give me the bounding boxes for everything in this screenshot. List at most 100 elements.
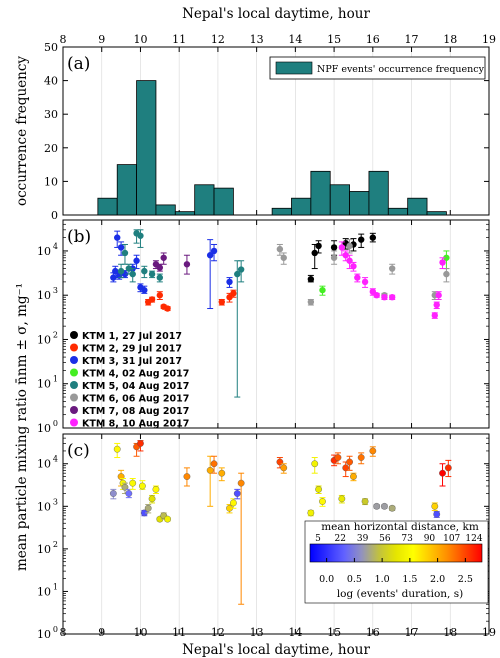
histogram-bar <box>116 164 137 216</box>
data-point-c <box>342 464 350 472</box>
data-point-c <box>152 485 160 493</box>
legend-label-ktm6: KTM 6, 06 Aug 2017 <box>82 394 189 405</box>
data-point-c <box>183 473 191 480</box>
colorbar-bottom-tick: 1.0 <box>375 574 390 585</box>
colorbar-top-tick: 22 <box>335 534 346 544</box>
data-point-c <box>338 495 346 503</box>
data-point-ktm3 <box>206 252 214 259</box>
data-point-c <box>109 490 117 497</box>
x-tick-label-bottom: 14 <box>288 626 302 639</box>
data-point-ktm1 <box>330 244 338 251</box>
panel-label-a: (a) <box>67 54 90 74</box>
legend-marker-ktm4 <box>70 368 78 377</box>
y-tick-label-b: 10 <box>37 289 51 302</box>
x-axis-label-top: Nepal's local daytime, hour <box>182 6 370 22</box>
data-point-ktm3 <box>226 278 233 286</box>
data-point-ktm6 <box>443 270 450 278</box>
data-point-c <box>369 447 377 455</box>
data-point-c <box>280 464 288 472</box>
data-point-c <box>138 482 146 490</box>
y-tick-label-a: 40 <box>44 75 58 88</box>
data-point-c <box>334 454 342 461</box>
data-point-c <box>148 495 156 503</box>
data-point-c <box>350 473 357 480</box>
data-point-ktm2 <box>226 294 233 301</box>
data-point-c <box>381 502 388 510</box>
histogram-bar <box>291 197 312 216</box>
x-tick-label-top: 15 <box>327 33 341 46</box>
x-tick-label-bottom: 15 <box>327 626 341 639</box>
colorbar-bottom-tick: 2.0 <box>430 574 445 585</box>
histogram-bar <box>387 207 409 216</box>
data-point-c <box>144 504 152 512</box>
data-point-c <box>444 464 452 472</box>
data-point-ktm2 <box>148 296 156 303</box>
histogram-bar <box>136 80 157 216</box>
x-tick-label-bottom: 9 <box>98 626 105 639</box>
data-point-ktm6 <box>307 298 315 306</box>
panel-label-b: (b) <box>67 227 91 247</box>
data-point-ktm4 <box>319 286 326 294</box>
data-point-ktm5 <box>141 267 148 275</box>
data-point-c <box>433 510 441 518</box>
histogram-bar <box>407 197 428 216</box>
data-point-ktm8 <box>361 278 369 286</box>
legend-marker-ktm6 <box>70 393 78 402</box>
colorbar-label: log (events' duration, s) <box>337 588 463 600</box>
data-point-c <box>307 509 315 517</box>
data-point-c <box>206 466 214 474</box>
data-point-ktm1 <box>358 236 365 243</box>
data-point-c <box>346 458 353 466</box>
data-point-ktm8 <box>350 263 357 270</box>
data-point-ktm5 <box>137 232 144 239</box>
data-point-c <box>129 479 137 487</box>
y-tick-label-b: 10 <box>37 245 51 258</box>
x-tick-label-bottom: 12 <box>211 626 225 639</box>
y-tick-label-c: 10 <box>37 500 51 513</box>
legend-label-ktm4: KTM 4, 02 Aug 2017 <box>82 369 189 380</box>
x-tick-label-bottom: 17 <box>405 626 419 639</box>
histogram-bar <box>349 191 370 216</box>
data-point-c <box>164 515 171 523</box>
y-tick-label-b: 10 <box>37 378 51 391</box>
y-tick-exp-b: 2 <box>53 330 58 339</box>
data-point-ktm5 <box>234 270 241 278</box>
x-tick-label-top: 13 <box>250 33 264 46</box>
data-point-c <box>439 469 446 477</box>
x-tick-label-bottom: 19 <box>482 626 496 639</box>
data-point-ktm8 <box>338 244 346 251</box>
data-point-ktm6 <box>276 245 284 253</box>
y-axis-label-a: occurrence frequency <box>14 56 30 206</box>
data-point-ktm3 <box>133 257 140 264</box>
data-point-ktm5 <box>121 249 129 257</box>
data-point-ktm3 <box>141 286 148 294</box>
data-point-c <box>361 498 369 505</box>
legend-label-ktm7: KTM 7, 08 Aug 2017 <box>82 406 189 417</box>
data-point-c <box>237 479 245 487</box>
data-point-ktm6 <box>388 265 396 272</box>
y-tick-exp-c: 4 <box>53 455 58 464</box>
panel-frame-c <box>62 433 490 635</box>
colorbar-top-tick: 5 <box>315 534 321 544</box>
x-tick-label-bottom: 10 <box>133 626 147 639</box>
x-tick-label-top: 8 <box>60 33 67 46</box>
histogram-bar <box>213 187 234 216</box>
colorbar-top-tick: 73 <box>401 534 413 544</box>
legend-box-a <box>269 56 486 80</box>
legend-label-ktm8: KTM 8, 10 Aug 2017 <box>82 419 189 430</box>
data-point-ktm6 <box>346 242 353 250</box>
y-tick-exp-b: 0 <box>53 419 58 428</box>
data-point-ktm8 <box>381 294 388 301</box>
data-point-c <box>229 499 237 507</box>
x-tick-label-top: 10 <box>133 33 147 46</box>
data-point-c <box>357 454 365 461</box>
legend-label-ktm2: KTM 2, 29 Jul 2017 <box>82 344 182 355</box>
histogram-bar <box>155 204 176 216</box>
data-point-ktm1 <box>307 275 315 283</box>
legend-marker-ktm2 <box>70 343 78 352</box>
legend-swatch-a <box>275 61 313 75</box>
colorbar-top-tick: 56 <box>379 534 391 544</box>
x-tick-label-top: 17 <box>405 33 419 46</box>
histogram-bar <box>194 184 215 216</box>
